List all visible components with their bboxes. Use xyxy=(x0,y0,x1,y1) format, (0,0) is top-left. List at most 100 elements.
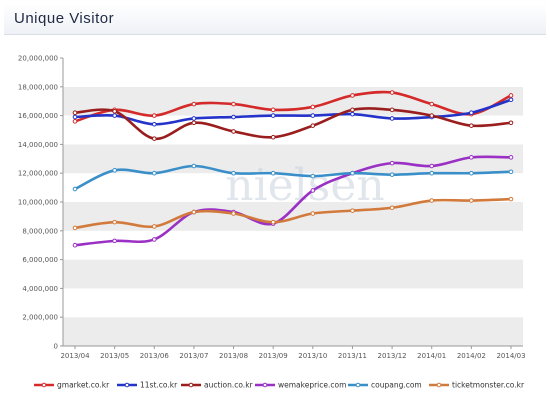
y-tick-label: 6,000,000 xyxy=(22,256,58,264)
x-axis-ticks: 2013/04 2013/05 2013/06 2013/07 2013/08 2013/… xyxy=(60,346,526,360)
data-point-11st-co-kr xyxy=(389,116,395,121)
data-point-auction-co-kr xyxy=(389,107,395,113)
data-point-coupang-com xyxy=(191,163,197,169)
grid-band xyxy=(63,317,523,346)
legend-marker xyxy=(124,382,130,388)
data-point-auction-co-kr xyxy=(191,120,197,126)
data-point-coupang-com xyxy=(508,169,514,175)
x-tick-label: 2013/05 xyxy=(100,352,129,360)
data-point-ticketmonster-co-kr xyxy=(389,205,395,211)
data-point-ticketmonster-co-kr xyxy=(151,224,157,229)
data-point-gmarket-co-kr xyxy=(508,93,514,98)
data-point-wemakeprice-com xyxy=(72,242,78,248)
series-line-auction-co-kr xyxy=(73,107,513,140)
y-tick-label: 16,000,000 xyxy=(18,112,58,120)
y-tick-label: 4,000,000 xyxy=(22,285,58,293)
grid-band xyxy=(63,58,523,87)
legend-item[interactable]: coupang.com xyxy=(348,381,422,390)
data-point-ticketmonster-co-kr xyxy=(72,225,78,231)
series-line-coupang-com xyxy=(73,164,513,191)
data-point-gmarket-co-kr xyxy=(72,119,78,124)
x-tick-label: 2014/03 xyxy=(496,352,525,360)
grid-band xyxy=(63,288,523,318)
grid-band xyxy=(63,230,523,260)
data-point-gmarket-co-kr xyxy=(389,90,395,95)
data-point-wemakeprice-com xyxy=(429,163,435,169)
nielsen-watermark: nielsen xyxy=(225,160,384,211)
data-point-11st-co-kr xyxy=(72,114,78,120)
legend-item[interactable]: auction.co.kr xyxy=(181,381,254,390)
data-point-wemakeprice-com xyxy=(469,155,474,160)
legend: gmarket.co.kr 11st.co.kr auction.co.kr wema… xyxy=(34,381,525,390)
legend-label: auction.co.kr xyxy=(204,381,254,390)
legend-item[interactable]: 11st.co.kr xyxy=(117,381,178,390)
data-point-11st-co-kr xyxy=(112,113,117,118)
data-point-ticketmonster-co-kr xyxy=(508,196,514,202)
grid-band xyxy=(63,259,523,289)
y-tick-label: 10,000,000 xyxy=(18,199,58,207)
x-tick-label: 2013/09 xyxy=(259,352,288,360)
data-point-auction-co-kr xyxy=(508,120,514,126)
data-point-gmarket-co-kr xyxy=(429,101,435,107)
data-point-gmarket-co-kr xyxy=(310,104,316,110)
title-bar: Unique Visitor xyxy=(4,4,546,35)
data-point-wemakeprice-com xyxy=(389,160,395,166)
watermark-text: nielsen xyxy=(225,160,384,211)
grid-bands xyxy=(63,58,523,346)
data-point-auction-co-kr xyxy=(310,123,316,128)
data-point-coupang-com xyxy=(469,170,474,176)
data-point-gmarket-co-kr xyxy=(231,101,236,107)
data-point-wemakeprice-com xyxy=(112,238,117,244)
legend-marker xyxy=(41,382,47,388)
data-point-11st-co-kr xyxy=(469,110,474,116)
data-point-ticketmonster-co-kr xyxy=(469,198,474,203)
series-line-ticketmonster-co-kr xyxy=(73,197,513,230)
data-point-auction-co-kr xyxy=(231,129,236,134)
grid-band xyxy=(63,173,523,202)
x-tick-label: 2014/02 xyxy=(457,352,486,360)
data-point-11st-co-kr xyxy=(231,114,236,120)
y-axis-ticks: 0 2,000,000 4,000,000 6,000,000 8,000,000 10,… xyxy=(18,55,63,351)
legend-label: gmarket.co.kr xyxy=(57,381,110,390)
legend-label: coupang.com xyxy=(371,381,422,390)
data-point-11st-co-kr xyxy=(191,116,197,121)
data-point-auction-co-kr xyxy=(469,123,474,128)
data-point-ticketmonster-co-kr xyxy=(112,219,117,225)
legend-label: ticketmonster.co.kr xyxy=(452,381,525,390)
data-point-auction-co-kr xyxy=(72,110,78,116)
legend-item[interactable]: ticketmonster.co.kr xyxy=(429,381,525,390)
y-tick-label: 8,000,000 xyxy=(22,227,58,235)
data-point-ticketmonster-co-kr xyxy=(191,209,197,215)
y-tick-label: 18,000,000 xyxy=(18,83,58,91)
x-tick-label: 2013/12 xyxy=(378,352,407,360)
data-point-auction-co-kr xyxy=(151,136,157,141)
x-tick-label: 2013/04 xyxy=(60,352,90,360)
legend-item[interactable]: gmarket.co.kr xyxy=(34,381,110,390)
legend-marker xyxy=(188,382,194,388)
x-tick-label: 2013/08 xyxy=(219,352,248,360)
data-point-gmarket-co-kr xyxy=(270,107,276,113)
legend-label: wemakeprice.com xyxy=(278,381,346,390)
x-tick-label: 2013/06 xyxy=(140,352,170,360)
data-point-auction-co-kr xyxy=(350,107,355,113)
data-point-coupang-com xyxy=(350,170,355,176)
data-point-coupang-com xyxy=(270,170,276,176)
y-tick-label: 2,000,000 xyxy=(22,314,58,322)
data-point-coupang-com xyxy=(72,186,78,192)
y-tick-label: 0 xyxy=(54,343,58,351)
data-point-11st-co-kr xyxy=(508,97,514,103)
series-lines xyxy=(72,90,514,248)
data-point-auction-co-kr xyxy=(112,108,117,114)
data-point-wemakeprice-com xyxy=(310,188,316,193)
page-title: Unique Visitor xyxy=(14,10,115,27)
data-point-gmarket-co-kr xyxy=(191,101,197,107)
data-point-auction-co-kr xyxy=(429,113,435,118)
y-tick-label: 14,000,000 xyxy=(18,141,58,149)
data-point-coupang-com xyxy=(151,170,157,176)
data-point-coupang-com xyxy=(231,170,236,176)
legend-item[interactable]: wemakeprice.com xyxy=(255,381,346,390)
grid-band xyxy=(63,144,523,174)
data-point-11st-co-kr xyxy=(350,111,355,117)
